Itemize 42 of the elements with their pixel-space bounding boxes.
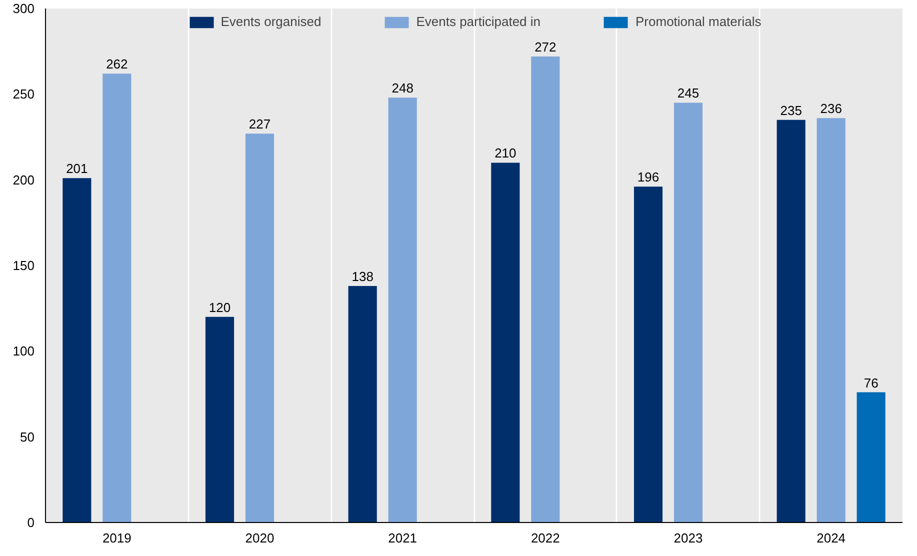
bar [531, 56, 560, 522]
y-tick-label: 100 [12, 344, 35, 359]
y-tick-label: 200 [12, 172, 35, 188]
legend-label: Events organised [220, 14, 322, 29]
y-tick-label: 300 [12, 1, 35, 16]
bar [856, 392, 886, 522]
bar [634, 186, 663, 522]
y-tick-label: 150 [12, 258, 35, 273]
legend-label: Events participated in [416, 14, 541, 29]
data-label: 245 [677, 86, 700, 101]
x-tick-label: 2024 [816, 530, 846, 546]
x-tick-label: 2022 [530, 530, 560, 546]
bar [816, 118, 846, 522]
data-label: 201 [66, 161, 88, 176]
legend-label: Promotional materials [636, 14, 762, 29]
bar [491, 162, 520, 522]
x-tick-label: 2023 [674, 530, 703, 546]
bar [776, 120, 806, 522]
y-tick-label: 250 [12, 86, 35, 102]
bar [62, 178, 92, 522]
bar [245, 134, 274, 522]
data-label: 248 [392, 80, 414, 96]
bar [674, 102, 703, 522]
data-label: 262 [106, 56, 128, 72]
data-label: 120 [208, 300, 231, 315]
bar [388, 98, 417, 522]
bar [102, 74, 132, 522]
y-tick-label: 0 [27, 515, 35, 530]
data-label: 210 [494, 146, 516, 161]
bar [205, 316, 234, 522]
data-label: 272 [534, 39, 556, 54]
data-label: 236 [820, 101, 842, 116]
data-label: 138 [352, 269, 374, 284]
data-label: 227 [248, 116, 271, 132]
x-tick-label: 2021 [388, 530, 418, 546]
data-label: 235 [780, 102, 802, 118]
x-tick-label: 2019 [102, 530, 132, 546]
bar [348, 286, 377, 522]
data-label: 76 [864, 375, 878, 390]
data-label: 196 [637, 170, 660, 185]
x-tick-label: 2020 [245, 530, 274, 546]
y-tick-label: 50 [20, 429, 35, 444]
